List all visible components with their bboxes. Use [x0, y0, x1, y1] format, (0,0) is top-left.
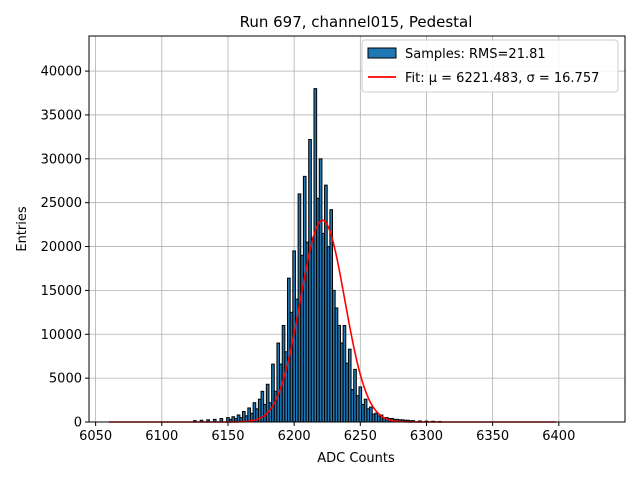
legend-swatch-samples: [367, 47, 397, 59]
y-tick-label: 0: [74, 416, 82, 431]
histogram-bars: [193, 88, 442, 423]
y-axis-ticks: 0 5000 10000 15000 20000 25000 30000 35000 40000: [41, 65, 89, 431]
x-axis-ticks: 6050 6100 6150 6200 6250 6300 6350 6400: [79, 422, 575, 444]
chart-title: Run 697, channel015, Pedestal: [240, 13, 473, 31]
plot-frame: [88, 35, 626, 423]
y-tick-label: 30000: [41, 152, 82, 167]
y-tick-label: 35000: [41, 108, 82, 123]
legend-label-fit: Fit: μ = 6221.483, σ = 16.757: [405, 71, 599, 86]
x-axis-label: ADC Counts: [317, 451, 395, 466]
legend-box: [361, 39, 619, 93]
legend-label-samples: Samples: RMS=21.81: [405, 47, 546, 62]
x-tick-label: 6150: [211, 429, 244, 444]
y-tick-label: 15000: [41, 284, 82, 299]
x-tick-label: 6100: [145, 429, 178, 444]
y-tick-label: 5000: [49, 372, 82, 387]
x-tick-label: 6250: [344, 429, 377, 444]
x-tick-label: 6350: [476, 429, 509, 444]
x-tick-label: 6400: [542, 429, 575, 444]
y-tick-label: 10000: [41, 328, 82, 343]
x-tick-label: 6300: [410, 429, 443, 444]
x-tick-label: 6200: [278, 429, 311, 444]
y-tick-label: 40000: [41, 65, 82, 80]
y-tick-label: 25000: [41, 196, 82, 211]
x-tick-label: 6050: [79, 429, 112, 444]
y-tick-label: 20000: [41, 240, 82, 255]
legend: Samples: RMS=21.81 Fit: μ = 6221.483, σ …: [361, 39, 619, 93]
y-axis-label: Entries: [15, 206, 30, 252]
grid: [89, 36, 625, 423]
